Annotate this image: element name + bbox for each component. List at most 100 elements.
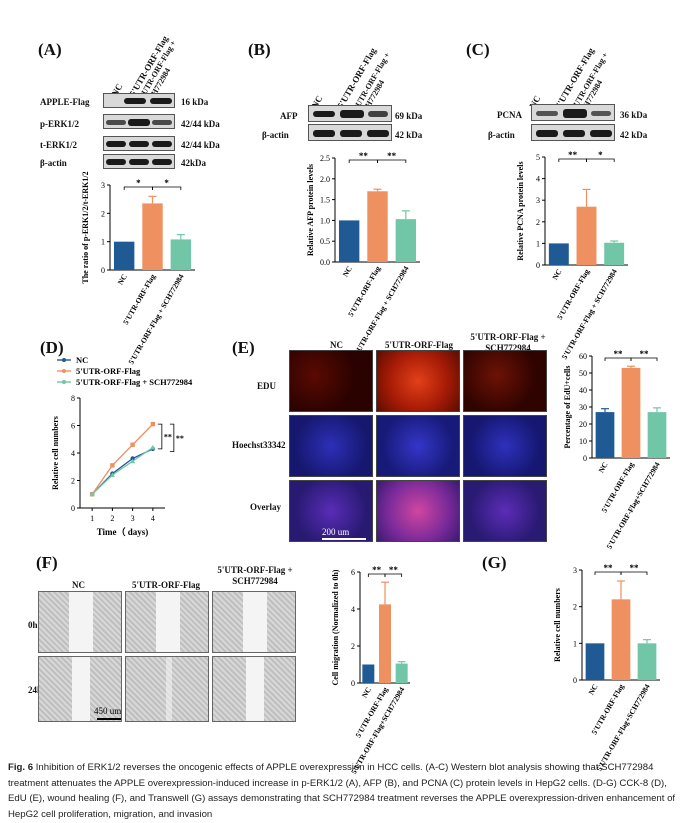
bar [576,206,597,265]
kda-pcna: 36 kDa [620,110,648,120]
y-tick-label: 3 [101,181,105,190]
y-tick-label: 3 [573,566,577,575]
blot-label-beta-actin: β-actin [40,158,67,168]
significance-bracket [620,571,648,575]
y-tick-label: 1 [101,238,105,247]
y-tick-label: 2.0 [320,175,330,184]
legend-label: 5'UTR-ORF-Flag + SCH772984 [76,377,193,387]
scale-bar [322,538,366,540]
blot-p-erk [103,114,175,129]
blot-label-apple-flag: APPLE-Flag [40,97,90,107]
kda-apple-flag: 16 kDa [181,97,209,107]
bar [611,599,631,680]
x-tick-label: NC [587,683,600,697]
y-axis-label: Percentage of EdU+cells [563,365,572,448]
row-label-hoechst: Hoechst33342 [232,440,286,450]
y-tick-label: 40 [579,386,587,395]
y-axis-label: The ratio of p-ERK1/2/t-ERK1/2 [81,171,90,283]
y-tick-label: 0 [536,261,540,270]
bar [113,241,135,270]
significance-mark: ** [164,433,172,442]
micrograph-edu-nc [289,350,373,412]
wound-image-24h-flag [125,656,209,722]
y-tick-label: 0 [71,504,75,513]
bar [379,604,391,683]
significance-bracket [377,159,407,163]
bar [170,239,192,270]
bar [621,367,641,458]
row-label-0h: 0h [28,620,38,630]
column-header-nc: NC [72,580,85,590]
y-tick-label: 4 [536,175,540,184]
micrograph-hoechst-nc [289,415,373,477]
kda-beta-actin: 42kDa [181,158,207,168]
y-tick-label: 0 [573,676,577,685]
y-axis-label: Relative cell numbers [51,416,60,490]
data-point [89,491,95,497]
blot-label-afp: AFP [280,111,298,121]
blot-label-t-erk: t-ERK1/2 [40,140,77,150]
significance-bracket [152,186,182,190]
y-tick-label: 6 [71,422,75,431]
legend-label: NC [76,355,88,365]
micrograph-hoechst-flag [376,415,460,477]
y-tick-label: 2 [101,209,105,218]
micrograph-hoechst-sch [463,415,547,477]
blot-label-beta-actin: β-actin [488,130,515,140]
wound-image-0h-nc [38,591,122,653]
significance-mark: ** [630,563,640,573]
panel-d-label: (D) [40,338,64,357]
x-axis-label: Time（ days) [97,527,149,537]
scale-bar [97,718,121,720]
panel-f-label: (F) [36,553,58,572]
kda-t-erk: 42/44 kDa [181,140,220,150]
wound-image-0h-flag [125,591,209,653]
blot-apple-flag [103,93,175,108]
figure-caption: Fig. 6 Inhibition of ERK1/2 reverses the… [8,760,684,822]
y-tick-label: 2 [71,477,75,486]
kda-beta-actin: 42 kDa [395,130,423,140]
scale-bar-label: 450 um [94,706,122,716]
bar [585,643,605,680]
bar [362,664,375,683]
y-tick-label: 0.5 [320,237,330,246]
data-point [130,458,136,464]
row-label-edu: EDU [257,381,277,391]
legend-marker [62,369,66,373]
column-header-sch: 5'UTR-ORF-Flag + SCH772984 [470,332,546,353]
y-tick-label: 5 [536,153,540,162]
kda-p-erk: 42/44 kDa [181,119,220,129]
bar [367,191,388,262]
micrograph-overlay-nc [289,480,373,542]
series-line [91,423,154,495]
y-tick-label: 0 [101,266,105,275]
x-tick-label: 1 [90,514,94,523]
significance-mark: ** [604,563,614,573]
column-header-flag: 5'UTR-ORF-Flag [132,580,200,590]
x-tick-label: 2 [110,514,114,523]
significance-mark: ** [372,565,382,575]
panel-a-label: (A) [38,40,62,59]
y-tick-label: 0 [583,454,587,463]
significance-bracket [630,357,658,361]
y-tick-label: 6 [351,568,355,577]
significance-bracket [586,158,615,162]
y-tick-label: 0.0 [320,258,330,267]
micrograph-overlay-flag [376,480,460,542]
blot-pcna [531,104,615,121]
blot-beta-actin [103,154,175,169]
blot-label-pcna: PCNA [497,110,522,120]
y-tick-label: 3 [536,196,540,205]
panel-c-label: (C) [466,40,490,59]
significance-mark: ** [614,349,624,359]
bar [604,242,625,265]
data-point [130,442,135,447]
y-axis-label: Relative PCNA protein levels [516,161,525,260]
micrograph-overlay-sch [463,480,547,542]
bar [637,643,657,680]
